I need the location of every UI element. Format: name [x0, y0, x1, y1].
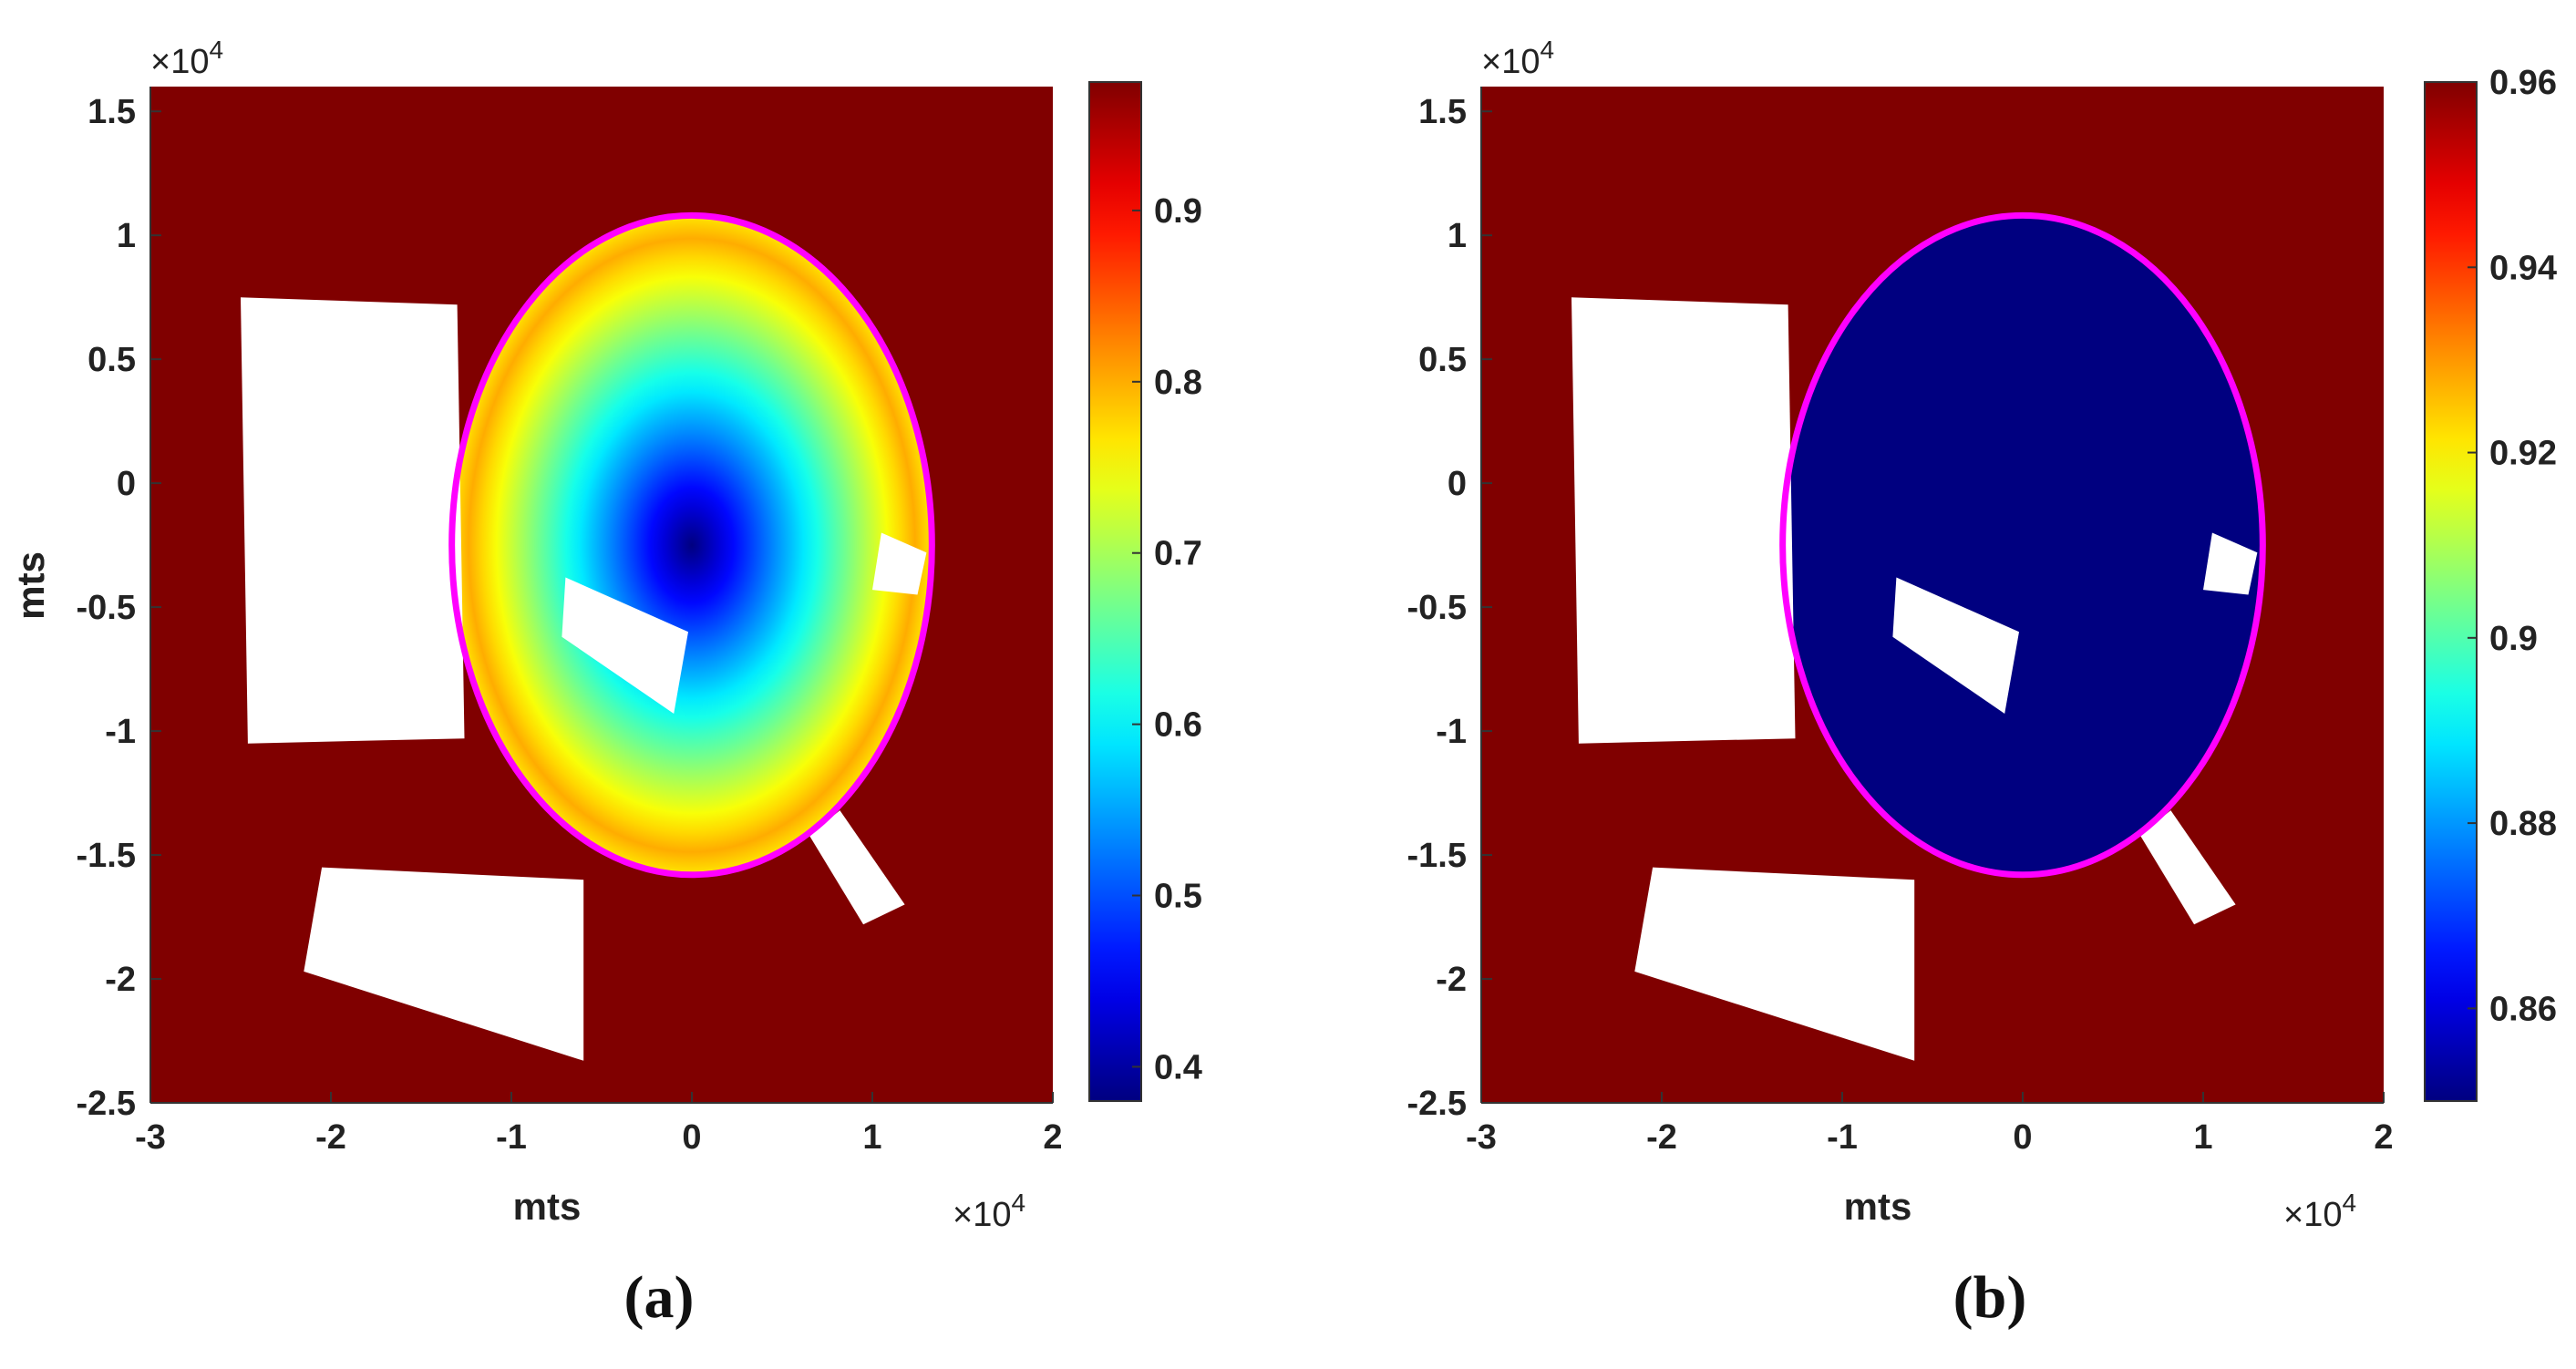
obstacle-region: [1892, 577, 2019, 714]
x-tick-label: -2: [1646, 1118, 1677, 1157]
y-tick-label: -1.5: [1407, 837, 1467, 875]
colorbar-tick-label: 0.6: [1154, 706, 1202, 745]
boundary-ellipse: [448, 211, 935, 879]
x-tick-label: -3: [1466, 1118, 1497, 1157]
x-axis-multiplier: ×104: [953, 1189, 1025, 1234]
y-axis-multiplier-exponent: 4: [209, 36, 223, 64]
x-tick-label: -1: [1827, 1118, 1858, 1157]
x-tick-label: 2: [2374, 1118, 2393, 1157]
x-tick-label: -3: [135, 1118, 166, 1157]
y-tick-label: -2.5: [1407, 1085, 1467, 1123]
y-tick-label: 0: [117, 465, 136, 503]
y-tick-label: -2: [105, 961, 136, 999]
y-axis-multiplier-exponent: 4: [1540, 36, 1554, 64]
y-tick-label: -0.5: [77, 589, 136, 627]
panel-label: (a): [624, 1264, 695, 1331]
colorbar-tick-label: 0.5: [1154, 878, 1202, 916]
obstacle-region: [1634, 867, 1915, 1061]
colorbar-tick-label: 0.88: [2489, 805, 2557, 843]
y-tick-label: 1.5: [1418, 93, 1467, 131]
x-tick-label: 1: [862, 1118, 881, 1157]
colorbar: [1088, 81, 1142, 1102]
x-axis-multiplier-exponent: 4: [1011, 1189, 1025, 1217]
y-axis-label: mts: [9, 551, 52, 620]
x-axis-label: mts: [513, 1185, 582, 1228]
obstacle-region: [304, 867, 584, 1061]
y-tick-label: 0.5: [1418, 341, 1467, 379]
obstacle-region: [2139, 810, 2236, 925]
y-axis-label: mts: [9, 551, 52, 620]
obstacle-region: [562, 577, 688, 714]
colorbar-tick-label: 0.7: [1154, 535, 1202, 573]
y-tick-label: -2.5: [77, 1085, 136, 1123]
y-tick-label: 0: [1448, 465, 1467, 503]
y-tick-label: 1.5: [88, 93, 136, 131]
colorbar-tick-label: 0.94: [2489, 249, 2557, 287]
obstacle-region: [1571, 297, 1796, 744]
y-tick-label: -1: [105, 713, 136, 751]
x-tick-label: 0: [682, 1118, 701, 1157]
colorbar: [2424, 81, 2478, 1102]
colorbar-tick-label: 0.9: [1154, 192, 1202, 231]
y-tick-label: 0.5: [88, 341, 136, 379]
x-tick-label: 0: [2013, 1118, 2032, 1157]
y-tick-label: -1: [1436, 713, 1467, 751]
panel-b: -3 -2 -1 0 1 2 1.5 1 0.5 0 -0.5 -1 -1.5 -2 -2.5 mts mts ×…: [9, 36, 2557, 1331]
y-axis-multiplier: ×104: [1481, 36, 1554, 81]
x-axis-label: mts: [1844, 1185, 1912, 1228]
obstacle-region: [809, 810, 905, 925]
y-tick-label: -2: [1436, 961, 1467, 999]
x-axis-multiplier: ×104: [2283, 1189, 2356, 1234]
y-tick-label: -0.5: [1407, 589, 1467, 627]
y-tick-label: 1: [117, 217, 136, 255]
colorbar-tick-label: 0.4: [1154, 1048, 1202, 1086]
obstacle-region: [2203, 532, 2258, 595]
colorbar-tick-label: 0.96: [2489, 64, 2557, 102]
heatmap-interior-field: [1782, 215, 2263, 875]
colorbar-tick-label: 0.86: [2489, 990, 2557, 1028]
x-tick-label: -1: [496, 1118, 527, 1157]
x-tick-label: -2: [315, 1118, 346, 1157]
x-tick-label: 2: [1043, 1118, 1062, 1157]
y-tick-label: -1.5: [77, 837, 136, 875]
colorbar-tick-label: 0.92: [2489, 435, 2557, 473]
heatmap-interior-field: [451, 215, 933, 875]
x-axis-multiplier-exponent: 4: [2342, 1189, 2356, 1217]
colorbar-tick-label: 0.9: [2489, 620, 2538, 658]
x-tick-label: 1: [2193, 1118, 2212, 1157]
obstacle-region: [241, 297, 465, 744]
panel-a: -3 -2 -1 0 1 2 1.5 1 0.5 0 -0.5 -1 -1.5 -2 -2.5 mts mts ×…: [9, 36, 1202, 1331]
colorbar-tick-label: 0.8: [1154, 364, 1202, 402]
panel-label: (b): [1953, 1264, 2027, 1331]
boundary-ellipse: [1779, 211, 2266, 879]
y-tick-label: 1: [1448, 217, 1467, 255]
y-axis-multiplier: ×104: [150, 36, 223, 81]
obstacle-region: [872, 532, 927, 595]
